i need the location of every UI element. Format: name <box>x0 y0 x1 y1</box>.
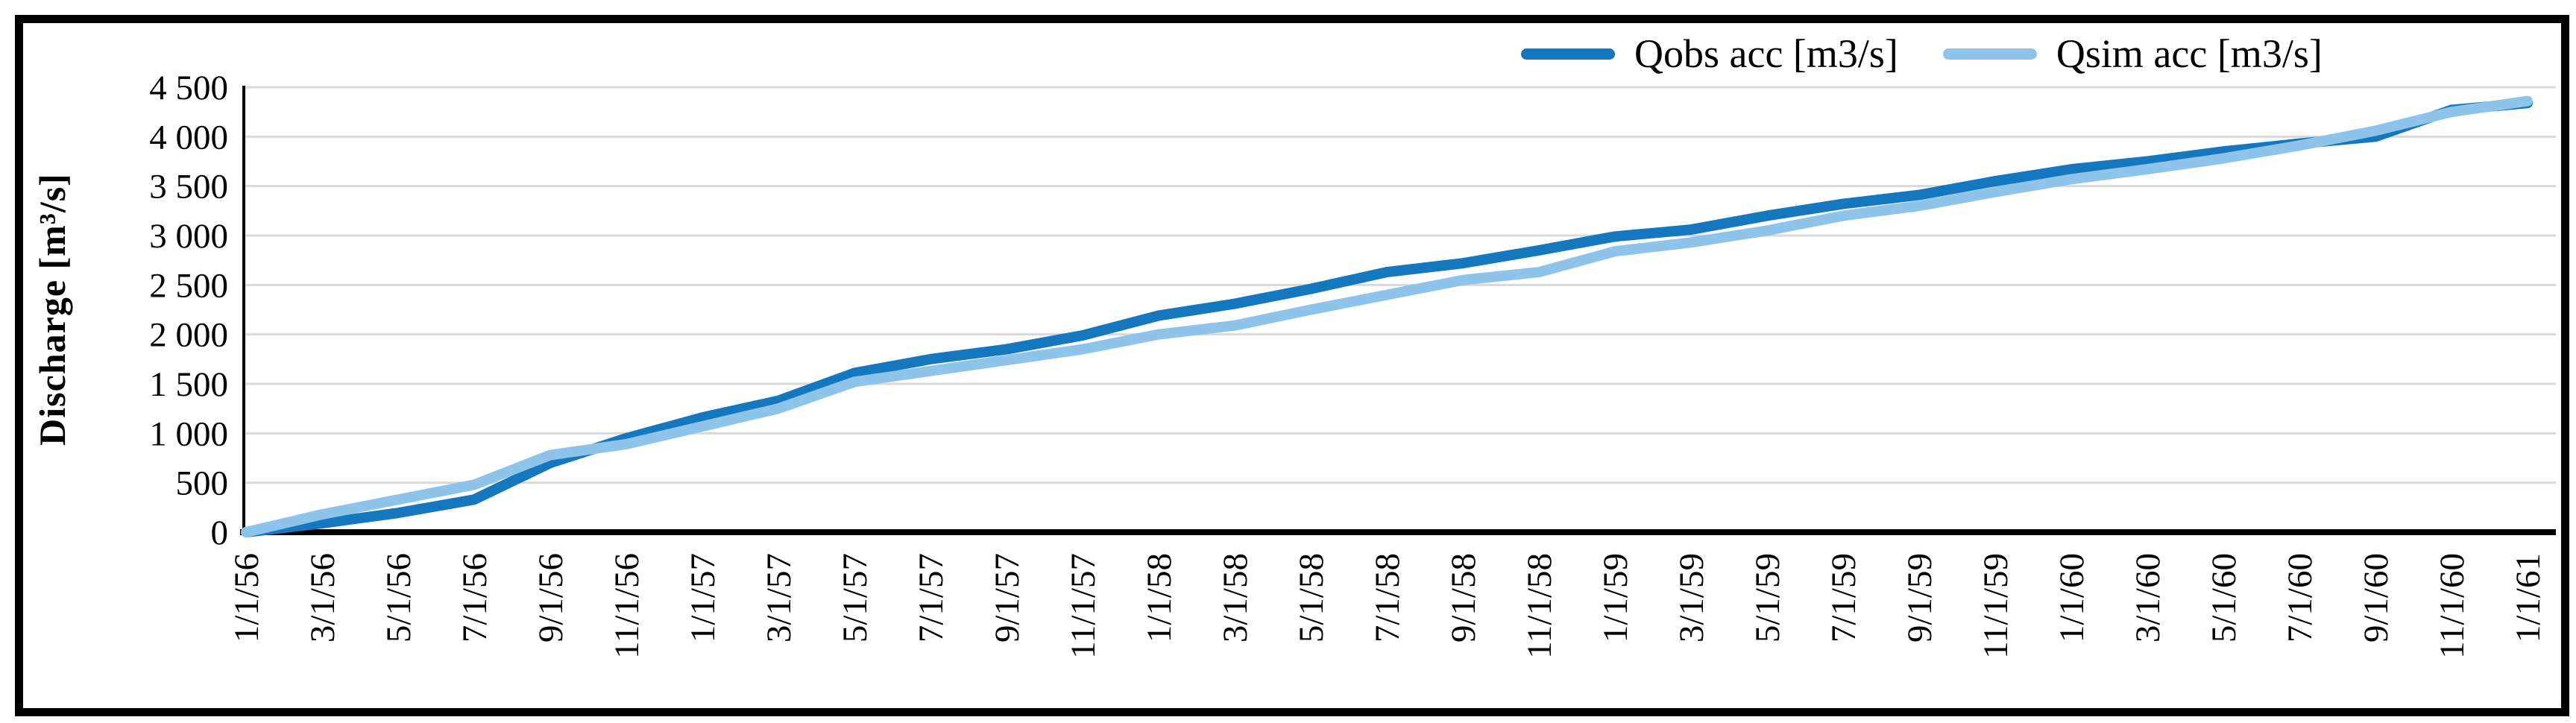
x-tick-label: 11/1/58 <box>1520 553 1559 659</box>
y-tick-label: 1 000 <box>149 414 228 453</box>
y-tick-label: 4 500 <box>149 69 228 107</box>
x-tick-label: 1/1/57 <box>684 553 722 643</box>
x-tick-label: 7/1/60 <box>2281 553 2320 643</box>
x-tick-label: 5/1/56 <box>380 553 418 643</box>
y-tick-label: 2 000 <box>149 316 228 355</box>
y-tick-label: 3 000 <box>149 217 228 256</box>
x-tick-label: 9/1/60 <box>2357 553 2396 643</box>
x-tick-label: 3/1/59 <box>1672 553 1711 643</box>
x-tick-label: 1/1/59 <box>1596 553 1635 643</box>
x-tick-label: 3/1/57 <box>760 553 799 643</box>
qsim-legend-label: Qsim acc [m3/s] <box>2056 31 2323 76</box>
qsim-line-swatch-icon <box>1942 48 2037 60</box>
x-tick-label: 9/1/57 <box>988 553 1027 643</box>
x-tick-label: 7/1/58 <box>1368 553 1407 643</box>
x-tick-label: 9/1/59 <box>1900 553 1939 643</box>
x-tick-label: 11/1/57 <box>1064 553 1103 659</box>
legend: Qobs acc [m3/s] Qsim acc [m3/s] <box>1521 27 2323 80</box>
y-tick-label: 3 500 <box>149 168 228 206</box>
y-tick-label: 1 500 <box>149 365 228 404</box>
x-tick-label: 9/1/58 <box>1444 553 1483 643</box>
y-tick-label: 0 <box>211 514 229 552</box>
x-tick-label: 1/1/56 <box>227 553 266 643</box>
x-tick-label: 7/1/59 <box>1824 553 1863 643</box>
x-tick-label: 3/1/56 <box>303 553 342 643</box>
x-tick-label: 5/1/60 <box>2205 553 2243 643</box>
qobs-legend-label: Qobs acc [m3/s] <box>1634 31 1898 76</box>
qobs-series-line <box>241 98 2533 537</box>
x-tick-label: 11/1/56 <box>608 553 646 659</box>
x-tick-label: 5/1/58 <box>1292 553 1331 643</box>
x-tick-label: 9/1/56 <box>532 553 570 643</box>
x-tick-label: 5/1/57 <box>836 553 875 643</box>
x-tick-label: 7/1/57 <box>912 553 951 643</box>
x-tick-label: 1/1/60 <box>2053 553 2091 643</box>
x-tick-label: 11/1/59 <box>1977 553 2015 659</box>
legend-item-qsim: Qsim acc [m3/s] <box>1942 31 2323 77</box>
legend-item-qobs: Qobs acc [m3/s] <box>1521 31 1898 77</box>
x-tick-label: 5/1/59 <box>1748 553 1787 643</box>
x-tick-label: 7/1/56 <box>456 553 494 643</box>
figure-border <box>15 15 2569 716</box>
qsim-series-line <box>241 95 2533 537</box>
x-tick-label: 1/1/58 <box>1140 553 1179 643</box>
y-tick-label: 4 000 <box>149 118 228 157</box>
y-axis-title: Discharge [m³/s] <box>31 173 73 446</box>
x-tick-label: 1/1/61 <box>2509 553 2548 643</box>
qobs-line-swatch-icon <box>1521 48 1615 60</box>
x-tick-label: 3/1/60 <box>2129 553 2167 643</box>
y-tick-label: 500 <box>176 464 229 503</box>
x-tick-label: 11/1/60 <box>2433 553 2472 659</box>
x-tick-label: 3/1/58 <box>1216 553 1255 643</box>
y-tick-label: 2 500 <box>149 266 228 305</box>
